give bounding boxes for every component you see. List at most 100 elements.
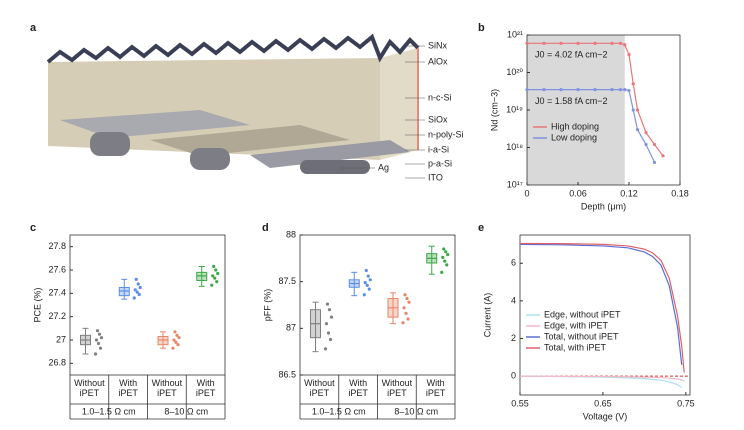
group-label: 1.0–1.5 Ω cm bbox=[312, 406, 366, 416]
point bbox=[175, 333, 179, 337]
point bbox=[446, 253, 450, 257]
marker bbox=[559, 41, 563, 45]
marker bbox=[635, 108, 640, 112]
category-label: Without iPET bbox=[151, 378, 183, 398]
marker bbox=[618, 87, 623, 92]
marker bbox=[610, 87, 614, 92]
y-tick-label: 27.6 bbox=[48, 264, 66, 274]
point bbox=[214, 268, 218, 272]
marker bbox=[635, 128, 640, 132]
point bbox=[171, 346, 175, 350]
y-tick-label: 4 bbox=[511, 295, 516, 305]
contact bbox=[190, 148, 230, 170]
marker bbox=[593, 87, 597, 92]
plate bbox=[250, 140, 410, 168]
marker bbox=[652, 160, 657, 165]
marker bbox=[542, 87, 546, 92]
layer-label: n-c-Si bbox=[428, 92, 452, 102]
category-label: Without iPET bbox=[382, 378, 413, 398]
legend-label: Total, without iPET bbox=[544, 331, 619, 341]
point bbox=[368, 278, 372, 282]
annotation: J0 = 1.58 fA cm−2 bbox=[535, 96, 608, 106]
wafer-side bbox=[380, 48, 418, 160]
category-label: With iPET bbox=[195, 378, 216, 398]
y-tick-label: 10¹⁸ bbox=[506, 142, 523, 152]
category-label: Without iPET bbox=[74, 378, 105, 398]
marker bbox=[623, 87, 627, 92]
panel-letter: c bbox=[30, 222, 36, 234]
series-line bbox=[527, 42, 664, 157]
legend-label: Edge, with iPET bbox=[544, 320, 609, 330]
point bbox=[362, 293, 366, 297]
point bbox=[134, 277, 138, 281]
point bbox=[366, 274, 370, 278]
y-tick-label: 2 bbox=[511, 333, 516, 343]
category-label: Without iPET bbox=[151, 378, 183, 398]
legend-label: High doping bbox=[551, 121, 599, 131]
y-tick-label: 10¹⁷ bbox=[507, 179, 523, 189]
plot-frame bbox=[526, 34, 681, 186]
group-label: 8–10 Ω cm bbox=[394, 406, 438, 416]
point bbox=[172, 338, 176, 342]
y-axis-label: Current (A) bbox=[482, 293, 492, 338]
series-line bbox=[519, 375, 685, 382]
marker bbox=[576, 87, 580, 92]
category-label: With iPET bbox=[425, 378, 446, 398]
point bbox=[324, 322, 329, 326]
series-line bbox=[519, 243, 683, 365]
point bbox=[135, 290, 139, 294]
legend-label: Edge, without iPET bbox=[544, 309, 621, 319]
group-label: 8–10 Ω cm bbox=[164, 406, 208, 416]
y-tick-label: 10²⁰ bbox=[506, 67, 523, 77]
point bbox=[326, 331, 331, 335]
panel-letter: e bbox=[478, 222, 484, 234]
point bbox=[444, 250, 448, 254]
point bbox=[99, 336, 104, 340]
point bbox=[406, 317, 410, 321]
layer-label: AlOx bbox=[428, 56, 448, 66]
point bbox=[364, 268, 368, 273]
layer-label: Ag bbox=[378, 162, 389, 172]
layer-label: SiOx bbox=[428, 114, 448, 124]
point bbox=[211, 274, 215, 278]
point bbox=[323, 347, 328, 351]
point bbox=[133, 288, 137, 292]
point bbox=[138, 285, 142, 290]
illustration bbox=[46, 33, 420, 174]
category-label: With iPET bbox=[348, 378, 368, 398]
plate bbox=[60, 110, 250, 138]
point bbox=[325, 302, 330, 306]
y-tick-label: 27 bbox=[56, 334, 66, 344]
point bbox=[404, 311, 408, 315]
marker bbox=[559, 87, 563, 92]
marker bbox=[623, 43, 627, 47]
point bbox=[173, 330, 177, 334]
y-tick-label: 26.8 bbox=[48, 358, 66, 368]
marker bbox=[631, 82, 635, 86]
point bbox=[402, 306, 406, 310]
point bbox=[327, 308, 332, 312]
marker bbox=[627, 53, 631, 57]
point bbox=[440, 270, 444, 274]
marker bbox=[661, 154, 665, 158]
marker bbox=[593, 41, 597, 45]
layer-label: ITO bbox=[428, 172, 443, 182]
panel-letter: b bbox=[478, 22, 485, 34]
contact bbox=[300, 160, 370, 174]
y-tick-label: 27.4 bbox=[48, 288, 66, 298]
shaded-region bbox=[527, 35, 625, 185]
marker bbox=[631, 108, 635, 112]
point bbox=[442, 247, 446, 251]
legend-label: Low doping bbox=[551, 132, 597, 142]
marker bbox=[525, 41, 529, 45]
point bbox=[443, 259, 447, 263]
y-tick-label: 10¹⁹ bbox=[506, 104, 523, 114]
y-tick-label: 87 bbox=[286, 323, 296, 333]
point bbox=[132, 296, 136, 300]
x-axis-label: Voltage (V) bbox=[583, 411, 628, 421]
category-label: Without iPET bbox=[304, 378, 335, 398]
point bbox=[401, 321, 405, 325]
point bbox=[176, 343, 180, 347]
panel-letter: a bbox=[30, 22, 37, 34]
